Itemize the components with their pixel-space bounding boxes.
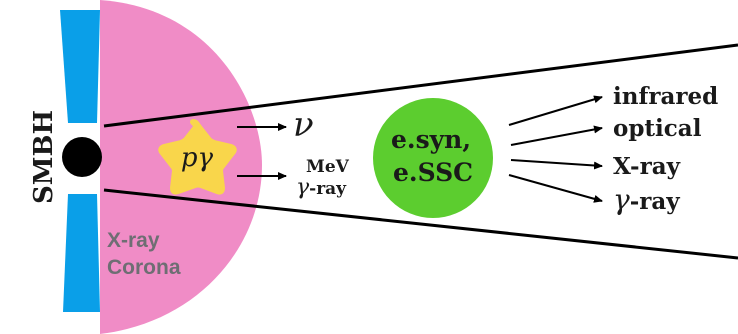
arrow-to-optical (510, 125, 603, 146)
star-icon (158, 119, 237, 195)
mev-gamma-text: -ray (309, 179, 347, 199)
mev-gamma-label: γ-ray (296, 175, 347, 200)
black-hole (62, 137, 102, 177)
corona-label-line1: X-ray (107, 229, 160, 252)
jet-cone-upper-edge (103, 43, 738, 128)
jet-cone-lower-edge (103, 188, 738, 260)
mev-gamma-symbol: γ (296, 175, 310, 200)
output-gamma-text: -ray (630, 188, 681, 215)
output-xray: X-ray (613, 153, 681, 180)
arrow-to-infrared (508, 95, 603, 126)
accretion-bar-lower (63, 194, 100, 312)
arrow-to-gamma (508, 174, 603, 203)
output-optical: optical (613, 115, 702, 142)
corona-label-line2: Corona (107, 256, 181, 279)
output-gamma: γ-ray (613, 183, 680, 216)
output-infrared: infrared (613, 83, 718, 110)
interaction-label: pγ (181, 143, 214, 173)
neutrino-label: ν (293, 105, 314, 145)
mev-label-line1: MeV (306, 157, 350, 177)
smbh-label: SMBH (29, 110, 59, 204)
emission-label-line1: e.syn, (391, 125, 471, 154)
arrow-to-xray (510, 159, 603, 170)
emission-blob (373, 98, 493, 218)
emission-label-line2: e.SSC (393, 158, 473, 187)
output-gamma-symbol: γ (613, 183, 630, 216)
accretion-bar-upper (60, 10, 100, 123)
